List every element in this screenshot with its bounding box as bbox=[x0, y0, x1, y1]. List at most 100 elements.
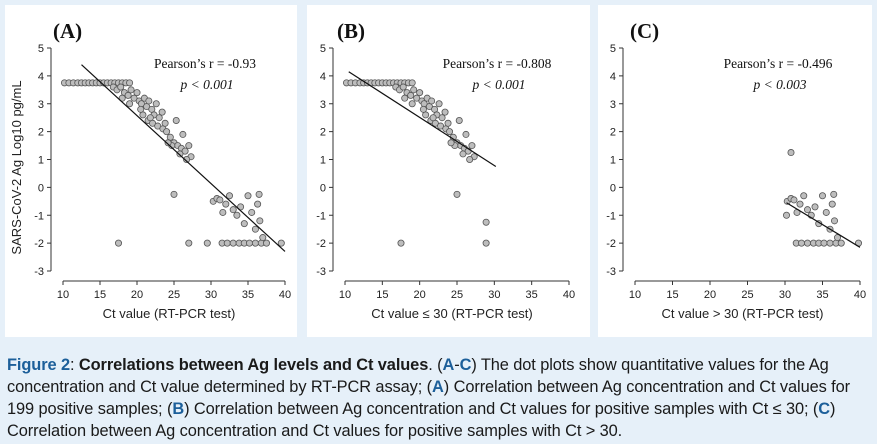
data-point bbox=[115, 239, 123, 247]
data-point bbox=[833, 234, 841, 242]
y-tick-label: 5 bbox=[38, 43, 44, 55]
y-tick-label: 2 bbox=[610, 127, 616, 139]
y-tick-label: 1 bbox=[610, 155, 616, 167]
y-tick-label: 0 bbox=[320, 182, 326, 194]
data-point bbox=[399, 83, 407, 91]
data-point bbox=[828, 200, 836, 208]
data-point bbox=[225, 192, 233, 200]
data-point bbox=[117, 83, 125, 91]
caption-text: ) Correlation between Ag concentration a… bbox=[7, 378, 850, 418]
data-point bbox=[482, 218, 490, 226]
y-tick-label: -1 bbox=[316, 210, 326, 222]
data-point bbox=[233, 211, 241, 219]
data-point bbox=[437, 122, 445, 130]
data-point bbox=[397, 239, 405, 247]
y-tick-label: -2 bbox=[316, 238, 326, 250]
data-point bbox=[255, 190, 263, 198]
data-point bbox=[152, 100, 160, 108]
data-point bbox=[172, 116, 180, 124]
regression-line bbox=[348, 71, 497, 167]
p-value-label: p < 0.003 bbox=[753, 77, 807, 92]
x-tick-label: 25 bbox=[741, 289, 753, 301]
data-point bbox=[262, 239, 270, 247]
caption-ref: C bbox=[818, 400, 831, 418]
y-tick-label: -3 bbox=[606, 266, 616, 278]
pearson-r-label: Pearson’s r = -0.496 bbox=[724, 56, 833, 71]
x-tick-label: 35 bbox=[816, 289, 828, 301]
data-point bbox=[796, 200, 804, 208]
data-point bbox=[223, 239, 231, 247]
data-point bbox=[176, 150, 184, 158]
y-tick-label: -1 bbox=[34, 210, 44, 222]
x-tick-label: 20 bbox=[414, 289, 426, 301]
regression-line bbox=[786, 202, 861, 248]
y-tick-label: 2 bbox=[38, 127, 44, 139]
data-point bbox=[413, 94, 421, 102]
x-tick-label: 20 bbox=[131, 289, 143, 301]
data-point bbox=[248, 208, 256, 216]
p-value-label: p < 0.001 bbox=[180, 77, 234, 92]
x-tick-label: 10 bbox=[57, 289, 69, 301]
y-tick-label: 3 bbox=[610, 99, 616, 111]
data-point bbox=[435, 100, 443, 108]
p-value-label: p < 0.001 bbox=[472, 77, 526, 92]
y-tick-label: -2 bbox=[34, 238, 44, 250]
y-tick-label: 3 bbox=[320, 99, 326, 111]
figure-title: Correlations between Ag levels and Ct va… bbox=[78, 356, 429, 374]
data-point bbox=[251, 239, 259, 247]
pearson-r-label: Pearson’s r = -0.93 bbox=[154, 56, 256, 71]
data-point bbox=[441, 108, 449, 116]
figure-label: Figure 2 bbox=[7, 356, 70, 374]
data-point bbox=[797, 239, 805, 247]
data-point bbox=[259, 234, 267, 242]
x-axis-label: Ct value (RT-PCR test) bbox=[103, 306, 236, 321]
data-point bbox=[145, 97, 153, 105]
y-tick-label: 5 bbox=[320, 43, 326, 55]
data-point bbox=[803, 239, 811, 247]
data-point bbox=[446, 128, 454, 136]
data-point bbox=[219, 208, 227, 216]
x-tick-label: 15 bbox=[94, 289, 106, 301]
data-point bbox=[251, 225, 259, 233]
data-point bbox=[790, 196, 798, 204]
data-point bbox=[164, 139, 172, 147]
data-point bbox=[137, 105, 145, 113]
data-point bbox=[410, 86, 418, 94]
caption-text: ) Correlation between Ag concentration a… bbox=[184, 400, 819, 418]
x-tick-label: 30 bbox=[779, 289, 791, 301]
data-point bbox=[170, 190, 178, 198]
data-point bbox=[447, 139, 455, 147]
data-point bbox=[408, 100, 416, 108]
data-point bbox=[256, 217, 264, 225]
data-point bbox=[419, 105, 427, 113]
data-point bbox=[428, 97, 436, 105]
caption-ref: C bbox=[459, 356, 472, 374]
y-tick-label: 1 bbox=[38, 155, 44, 167]
data-point bbox=[830, 217, 838, 225]
data-point bbox=[161, 119, 169, 127]
data-point bbox=[185, 142, 193, 150]
y-tick-label: 2 bbox=[320, 127, 326, 139]
data-point bbox=[782, 211, 790, 219]
y-tick-label: 4 bbox=[38, 71, 44, 83]
data-point bbox=[416, 89, 424, 97]
y-tick-label: 0 bbox=[38, 182, 44, 194]
y-tick-label: -3 bbox=[316, 266, 326, 278]
data-point bbox=[216, 196, 224, 204]
y-tick-label: -3 bbox=[34, 266, 44, 278]
caption-text: . ( bbox=[428, 356, 443, 374]
data-point bbox=[408, 79, 416, 87]
data-point bbox=[124, 91, 132, 99]
data-point bbox=[438, 114, 446, 122]
y-axis-label: SARS-CoV-2 Ag Log10 pg/mL bbox=[9, 80, 24, 254]
y-tick-label: 5 bbox=[610, 43, 616, 55]
data-point bbox=[229, 239, 237, 247]
panel-b: -3 -2 -1 0 1 2 3 4 5 10 15 20 25 30 35 40 Ct value ≤ 30 … bbox=[307, 5, 590, 337]
y-tick-label: 1 bbox=[320, 155, 326, 167]
data-point bbox=[429, 114, 437, 122]
data-point bbox=[245, 239, 253, 247]
x-tick-label: 15 bbox=[376, 289, 388, 301]
x-tick-label: 40 bbox=[279, 289, 291, 301]
caption-ref: A bbox=[432, 378, 444, 396]
data-point bbox=[155, 114, 163, 122]
